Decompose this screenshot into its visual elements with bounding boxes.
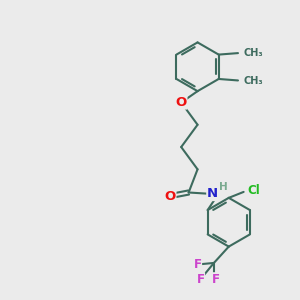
Text: F: F [212,273,219,286]
Text: H: H [219,182,228,192]
Text: O: O [176,96,187,109]
Text: CH₃: CH₃ [243,76,263,86]
Text: F: F [194,258,202,271]
Text: F: F [196,273,205,286]
Text: CH₃: CH₃ [243,47,263,58]
Text: O: O [165,190,176,203]
Text: Cl: Cl [247,184,260,197]
Text: N: N [207,188,218,200]
